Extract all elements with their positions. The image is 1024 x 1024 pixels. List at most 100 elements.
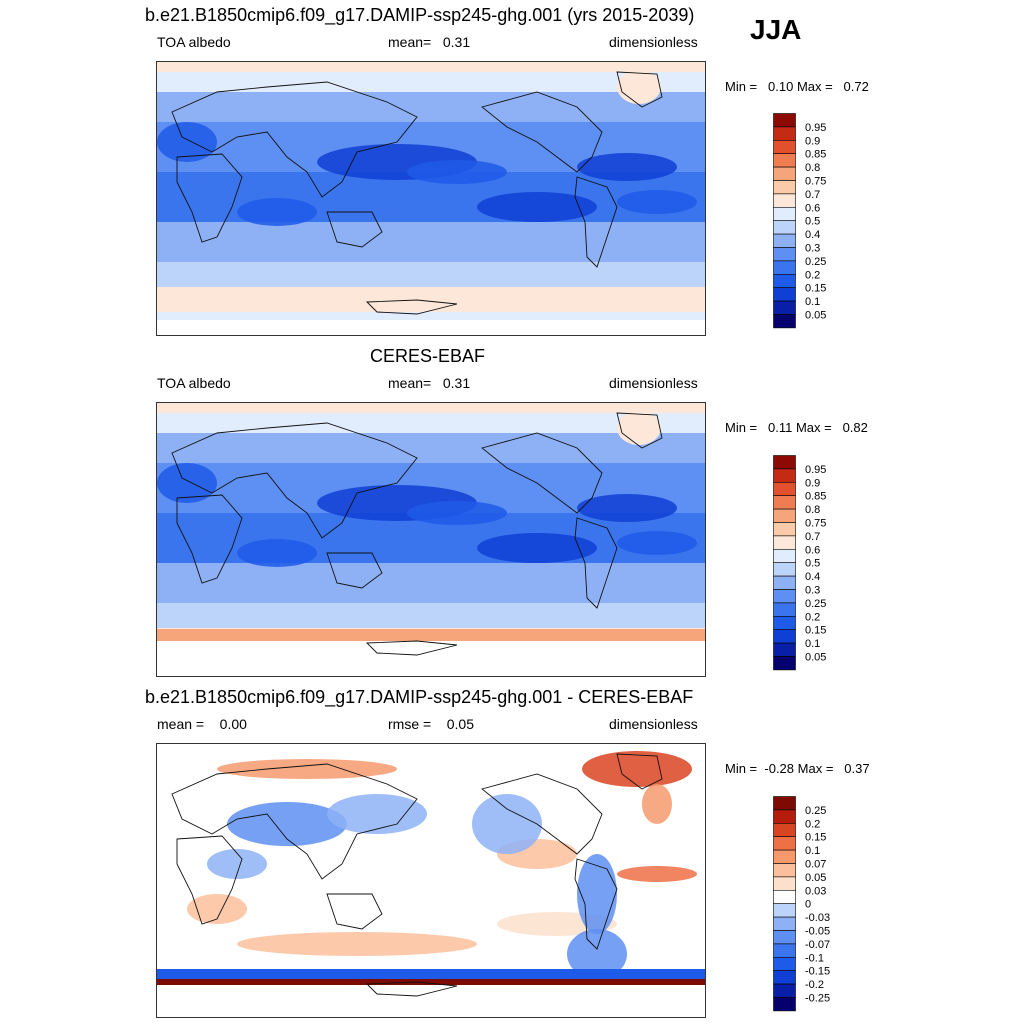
panel-1-min-value: 0.10 xyxy=(768,79,794,94)
coastline xyxy=(326,893,383,930)
panel-2-units: dimensionless xyxy=(609,375,698,391)
colorbar-tick-label: 0.15 xyxy=(805,832,826,844)
panel-2-mean: mean= 0.31 xyxy=(388,375,470,391)
colorbar-box xyxy=(773,314,796,329)
colorbar-tick-label: 0.4 xyxy=(805,229,820,241)
colorbar-box xyxy=(773,970,796,985)
colorbar-box xyxy=(773,602,796,617)
colorbar-tick-label: -0.1 xyxy=(805,952,824,964)
panel-3-units: dimensionless xyxy=(609,716,698,732)
colorbar-tick-label: 0.2 xyxy=(805,818,820,830)
coastline xyxy=(574,176,618,268)
panel-1-units: dimensionless xyxy=(609,34,698,50)
panel-3-max-label: Max = xyxy=(797,761,834,776)
colorbar-box xyxy=(773,549,796,564)
coastline xyxy=(326,211,383,248)
coastline xyxy=(365,981,458,997)
panel-2-map xyxy=(156,402,706,677)
colorbar-tick-label: 0.2 xyxy=(805,611,820,623)
panel-2-max-label: Max = xyxy=(795,420,832,435)
colorbar-box xyxy=(773,522,796,537)
colorbar-box xyxy=(773,562,796,577)
colorbar-tick-label: 0.5 xyxy=(805,216,820,228)
panel-2-min-label: Min = xyxy=(725,420,758,435)
colorbar-tick-label: 0.75 xyxy=(805,176,826,188)
colorbar-tick-label: 0.85 xyxy=(805,149,826,161)
colorbar-tick-label: 0.3 xyxy=(805,585,820,597)
coastline xyxy=(176,494,243,584)
colorbar-box xyxy=(773,455,796,470)
colorbar-tick-label: 0.6 xyxy=(805,544,820,556)
coastline xyxy=(481,91,603,173)
colorbar-tick-label: 0.9 xyxy=(805,135,820,147)
colorbar-tick-label: 0 xyxy=(805,899,811,911)
colorbar-tick-label: 0.25 xyxy=(805,256,826,268)
colorbar-box xyxy=(773,300,796,315)
colorbar-box xyxy=(773,233,796,248)
map-field-svg xyxy=(157,62,705,335)
colorbar-tick-label: 0.1 xyxy=(805,296,820,308)
panel-2-min-value: 0.11 xyxy=(768,420,793,435)
panel-3-mean: mean = 0.00 xyxy=(157,716,247,732)
colorbar-svg: 0.950.9 0.850.8 0.750.70.6 0.50.4 0.30.250.2… xyxy=(773,455,826,671)
colorbar-box xyxy=(773,916,796,931)
colorbar-box xyxy=(773,943,796,958)
panel-1-variable: TOA albedo xyxy=(157,34,231,50)
panel-1-title: b.e21.B1850cmip6.f09_g17.DAMIP-ssp245-gh… xyxy=(145,5,695,25)
panel-2-title: CERES-EBAF xyxy=(370,346,486,366)
colorbar-svg: 0.950.9 0.850.8 0.750.70.6 0.50.4 0.30.250.2… xyxy=(773,113,826,329)
coastline xyxy=(574,517,618,609)
panel-1-minmax: Min = 0.10 Max = 0.72 xyxy=(725,79,869,94)
panel-2-colorbar: 0.95 0.9 0.85 0.8 0.75 0.7 0.6 0.5 0.4 0.3 0.25 0.2… xyxy=(773,455,853,672)
colorbar-tick-label: -0.15 xyxy=(805,966,830,978)
colorbar-box xyxy=(773,983,796,998)
panel-1-mean-label: mean= xyxy=(388,34,432,50)
panel-3-rmse: rmse = 0.05 xyxy=(388,716,474,732)
coastline xyxy=(326,552,383,589)
map-field-svg xyxy=(157,744,705,1017)
panel-2-max-value: 0.82 xyxy=(842,420,868,435)
panel-3-min-label: Min = xyxy=(725,761,758,776)
colorbar-box xyxy=(773,126,796,141)
panel-3-map xyxy=(156,743,706,1018)
panel-1-mean: mean= 0.31 xyxy=(388,34,470,50)
map-field-svg xyxy=(157,403,705,676)
colorbar-tick-label: 0.9 xyxy=(805,477,820,489)
coastline xyxy=(176,835,243,925)
panel-3-minmax: Min = -0.28 Max = 0.37 xyxy=(725,761,870,776)
colorbar-box xyxy=(773,535,796,550)
colorbar-box xyxy=(773,809,796,824)
colorbar-box xyxy=(773,957,796,972)
colorbar-box xyxy=(773,656,796,671)
colorbar-box xyxy=(773,642,796,657)
colorbar-tick-label: 0.95 xyxy=(805,122,826,134)
colorbar-tick-label: 0.25 xyxy=(805,805,826,817)
coastline xyxy=(365,299,458,315)
panel-1-max-label: Max = xyxy=(796,79,833,94)
colorbar-tick-label: -0.07 xyxy=(805,939,830,951)
colorbar-box xyxy=(773,113,796,128)
colorbar-tick-label: 0.15 xyxy=(805,625,826,637)
colorbar-tick-label: 0.1 xyxy=(805,845,820,857)
colorbar-box xyxy=(773,863,796,878)
colorbar-box xyxy=(773,822,796,837)
colorbar-tick-label: 0.7 xyxy=(805,531,820,543)
colorbar-tick-label: 0.05 xyxy=(805,872,826,884)
panel-2-mean-label: mean= xyxy=(388,375,432,391)
colorbar-box xyxy=(773,220,796,235)
panel-3-rmse-value: 0.05 xyxy=(446,716,474,732)
colorbar-box xyxy=(773,481,796,496)
colorbar-tick-label: -0.2 xyxy=(805,979,824,991)
colorbar-tick-label: 0.75 xyxy=(805,518,826,530)
coastline xyxy=(574,858,618,950)
colorbar-box xyxy=(773,495,796,510)
panel-3-min-value: -0.28 xyxy=(764,761,795,776)
colorbar-tick-label: 0.5 xyxy=(805,558,820,570)
colorbar-tick-label: 0.95 xyxy=(805,464,826,476)
colorbar-box xyxy=(773,890,796,905)
coastline xyxy=(171,81,418,198)
coastline xyxy=(365,640,458,656)
colorbar-box xyxy=(773,629,796,644)
coastline xyxy=(616,753,663,790)
panel-3-rmse-label: rmse = xyxy=(388,716,432,732)
